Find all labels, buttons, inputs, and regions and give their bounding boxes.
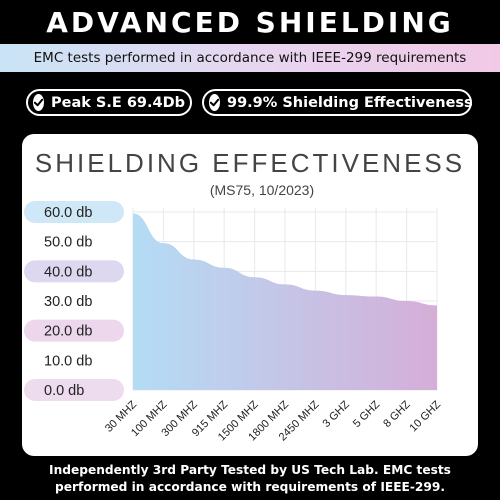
y-tick-label: 10.0 db: [44, 353, 92, 369]
check-circle-icon: [33, 94, 44, 111]
footer-line-1: Independently 3rd Party Tested by US Tec…: [49, 463, 451, 477]
y-label-highlight: [24, 319, 124, 342]
subtitle-banner: EMC tests performed in accordance with I…: [0, 44, 500, 72]
footer-line-2: performed in accordance with requirement…: [55, 480, 445, 494]
y-tick-label: 40.0 db: [44, 264, 92, 280]
x-tick-label: 10 GHZ: [407, 398, 443, 434]
y-tick-label: 60.0 db: [44, 205, 92, 221]
chart-title: SHIELDING EFFECTIVENESS: [35, 148, 465, 178]
badge-label: Peak S.E 69.4Db: [51, 94, 186, 111]
effectiveness-badge: 99.9% Shielding Effectiveness: [202, 89, 473, 116]
y-tick-label: 50.0 db: [44, 235, 92, 251]
subtitle-text: EMC tests performed in accordance with I…: [33, 50, 467, 66]
chart-subtitle: (MS75, 10/2023): [210, 182, 314, 198]
x-tick-label: 3 GHZ: [321, 398, 353, 430]
y-label-highlight: [24, 379, 124, 401]
y-tick-label: 20.0 db: [44, 324, 92, 340]
peak-se-badge: Peak S.E 69.4Db: [26, 89, 192, 116]
x-tick-label: 5 GHZ: [351, 398, 383, 430]
page-title: ADVANCED SHIELDING: [46, 5, 454, 39]
footer-note: Independently 3rd Party Tested by US Tec…: [0, 458, 500, 500]
check-circle-icon: [209, 94, 220, 111]
y-tick-label: 30.0 db: [44, 294, 92, 310]
y-label-highlight: [24, 260, 124, 283]
badge-label: 99.9% Shielding Effectiveness: [227, 94, 473, 111]
area-series: [133, 213, 437, 390]
y-tick-label: 0.0 db: [44, 383, 84, 399]
y-label-highlight: [24, 201, 124, 223]
